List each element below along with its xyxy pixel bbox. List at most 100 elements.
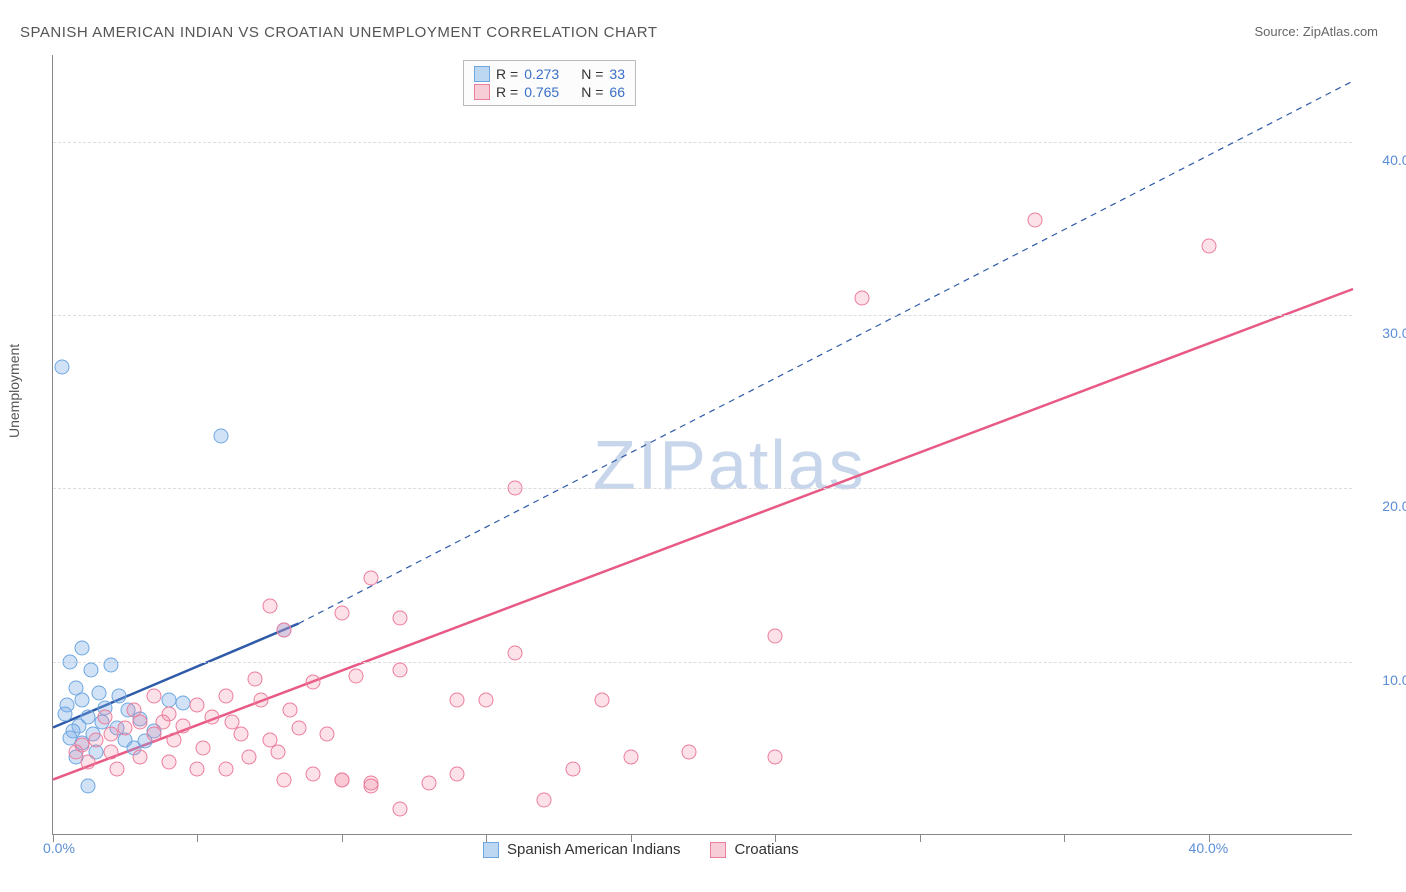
data-point [277,623,292,638]
data-point [334,772,349,787]
data-point [103,658,118,673]
data-point [681,744,696,759]
data-point [219,762,234,777]
data-point [854,290,869,305]
data-point [349,668,364,683]
chart-title: SPANISH AMERICAN INDIAN VS CROATIAN UNEM… [20,24,658,41]
data-point [262,599,277,614]
x-tick [1064,834,1065,842]
data-point [363,571,378,586]
data-point [306,767,321,782]
legend-row-pink: R = 0.765 N = 66 [474,83,625,101]
data-point [291,720,306,735]
legend-item-pink: Croatians [710,841,798,858]
data-point [392,663,407,678]
data-point [421,776,436,791]
data-point [508,481,523,496]
correlation-legend: R = 0.273 N = 33 R = 0.765 N = 66 [463,60,636,106]
data-point [80,755,95,770]
data-point [118,720,133,735]
data-point [176,718,191,733]
data-point [57,706,72,721]
chart-container: SPANISH AMERICAN INDIAN VS CROATIAN UNEM… [0,0,1406,892]
data-point [126,703,141,718]
data-point [190,698,205,713]
data-point [54,360,69,375]
gridline [53,315,1352,316]
data-point [233,727,248,742]
swatch-blue-icon [483,842,499,858]
swatch-pink-icon [474,84,490,100]
data-point [98,710,113,725]
data-point [74,640,89,655]
data-point [479,692,494,707]
data-point [1028,212,1043,227]
data-point [92,685,107,700]
data-point [204,710,219,725]
y-axis-label: Unemployment [6,344,22,438]
x-tick [486,834,487,842]
data-point [103,744,118,759]
data-point [132,750,147,765]
data-point [254,692,269,707]
data-point [566,762,581,777]
data-point [155,715,170,730]
y-tick-label: 10.0% [1362,672,1406,688]
data-point [450,767,465,782]
data-point [282,703,297,718]
data-point [176,696,191,711]
plot-area: ZIPatlas R = 0.273 N = 33 R = 0.765 N = … [52,55,1352,835]
data-point [623,750,638,765]
data-point [83,663,98,678]
y-tick-label: 20.0% [1362,498,1406,514]
data-point [225,715,240,730]
data-point [271,744,286,759]
data-point [248,672,263,687]
x-tick [631,834,632,842]
data-point [508,646,523,661]
data-point [392,611,407,626]
gridline [53,662,1352,663]
data-point [594,692,609,707]
data-point [320,727,335,742]
data-point [147,689,162,704]
data-point [109,762,124,777]
data-point [190,762,205,777]
swatch-pink-icon [710,842,726,858]
x-tick [197,834,198,842]
data-point [768,750,783,765]
data-point [74,692,89,707]
data-point [112,689,127,704]
x-tick [342,834,343,842]
data-point [1201,238,1216,253]
data-point [768,628,783,643]
swatch-blue-icon [474,66,490,82]
data-point [161,692,176,707]
x-tick [775,834,776,842]
data-point [63,654,78,669]
data-point [392,802,407,817]
data-point [537,793,552,808]
data-point [89,732,104,747]
trend-lines [53,55,1352,834]
data-point [306,675,321,690]
gridline [53,488,1352,489]
source-label: Source: ZipAtlas.com [1254,24,1378,39]
data-point [363,776,378,791]
x-tick [920,834,921,842]
gridline [53,142,1352,143]
data-point [334,606,349,621]
data-point [242,750,257,765]
y-tick-label: 40.0% [1362,152,1406,168]
legend-row-blue: R = 0.273 N = 33 [474,65,625,83]
y-tick-label: 30.0% [1362,325,1406,341]
data-point [450,692,465,707]
data-point [219,689,234,704]
legend-item-blue: Spanish American Indians [483,841,680,858]
data-point [80,779,95,794]
data-point [167,732,182,747]
data-point [103,727,118,742]
data-point [196,741,211,756]
data-point [213,429,228,444]
x-tick-label: 40.0% [1189,840,1229,856]
